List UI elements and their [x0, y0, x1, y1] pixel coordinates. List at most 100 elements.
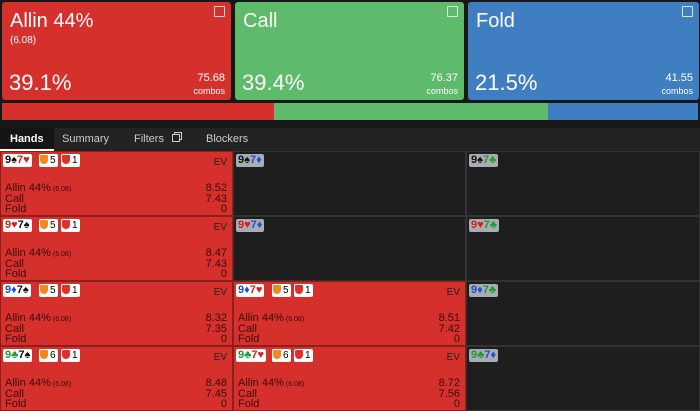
ev-value: 7.43	[205, 257, 227, 270]
card: 9♠	[471, 154, 483, 166]
action-name: Fold	[5, 333, 27, 345]
card: 9♦	[471, 284, 483, 296]
hand-cell[interactable]: 9♥7♠ 5 1 EV Allin 44% (6.08) 8.47 Call 7.43 Fold 0	[0, 216, 233, 281]
menu-icon[interactable]	[214, 6, 225, 17]
ev-label: EV	[446, 287, 460, 298]
hand-cell[interactable]: 9♣7♥ 6 1 EV Allin 44% (6.08) 8.72 Call 7.56 Fold 0	[233, 346, 466, 411]
card: 7♦	[249, 154, 262, 166]
hand-label: 9♦7♣	[469, 284, 499, 297]
card: 9♥	[5, 219, 18, 231]
badge-count: 5	[50, 285, 56, 296]
badge-count: 5	[50, 155, 56, 166]
ev-row: Allin 44% (6.08) 8.72	[238, 378, 460, 389]
hand-cell[interactable]: 9♠7♦	[233, 151, 466, 216]
ev-label: EV	[213, 222, 227, 233]
menu-icon[interactable]	[682, 6, 693, 17]
badge-icon	[273, 285, 281, 294]
hand-label: 9♣7♦	[469, 349, 499, 362]
card: 7♥	[251, 349, 264, 361]
hand-cell[interactable]: 9♠7♥ 5 1 EV Allin 44% (6.08) 8.52 Call 7.43 Fold 0	[0, 151, 233, 216]
badge-count: 1	[72, 285, 78, 296]
badge-icon	[62, 285, 70, 294]
strategy-segment	[548, 103, 698, 120]
ev-row: Allin 44% (6.08) 8.52	[5, 182, 227, 194]
tab[interactable]: Filters	[124, 128, 190, 151]
ev-value: 0	[220, 333, 227, 345]
hand-label: 9♥7♦	[236, 219, 265, 232]
action-name: Allin 44%	[5, 377, 51, 389]
badge-count: 6	[50, 350, 56, 361]
action-frequency: 39.4%	[242, 70, 305, 95]
action-name: Call	[5, 192, 24, 205]
badge-icon	[62, 155, 70, 164]
action-card: Call 39.4% 76.37 combos	[235, 2, 464, 100]
action-name: Fold	[5, 398, 27, 410]
action-name: Call	[5, 322, 24, 335]
hand-label: 9♥7♠	[3, 219, 32, 232]
ev-value: 8.32	[205, 312, 227, 324]
hand-label: 9♠7♣	[469, 154, 499, 167]
badge-icon	[295, 285, 303, 294]
badge-icon	[62, 350, 70, 359]
ev-value: 7.45	[205, 387, 227, 400]
action-combos: 75.68	[197, 72, 225, 84]
ev-value: 8.51	[438, 312, 460, 324]
hand-label: 9♠7♥	[3, 154, 32, 167]
badge-icon	[40, 285, 48, 294]
ev-label: EV	[213, 157, 227, 168]
hand-cell[interactable]: 9♣7♠ 6 1 EV Allin 44% (6.08) 8.48 Call 7.45 Fold 0	[0, 346, 233, 411]
badge: 6	[39, 349, 58, 362]
card: 7♣	[482, 154, 497, 166]
hand-cell[interactable]: 9♠7♣	[466, 151, 700, 216]
ev-row: Call 7.43	[5, 192, 227, 205]
hand-label: 9♠7♦	[236, 154, 264, 167]
badge: 5	[39, 284, 58, 297]
ev-row: Allin 44% (6.08) 8.47	[5, 248, 227, 259]
card: 9♠	[5, 154, 17, 166]
hand-label: 9♣7♥	[236, 349, 266, 362]
ev-row: Call 7.43	[5, 257, 227, 270]
action-combos: 76.37	[430, 72, 458, 84]
action-name: Allin 44%	[238, 312, 284, 324]
action-title: Fold	[476, 10, 515, 32]
ev-row: Fold 0	[238, 399, 460, 410]
card: 7♥	[16, 154, 30, 166]
ev-row: Allin 44% (6.08) 8.51	[238, 312, 460, 324]
action-combos: 41.55	[665, 72, 693, 84]
action-name: Call	[5, 387, 24, 400]
hand-cell[interactable]: 9♦7♠ 5 1 EV Allin 44% (6.08) 8.32 Call 7.35 Fold 0	[0, 281, 233, 346]
badge: 1	[294, 284, 313, 297]
ev-value: 0	[220, 268, 227, 280]
badge: 1	[61, 349, 80, 362]
badge-count: 6	[283, 350, 289, 361]
action-subtitle: (6.08)	[10, 35, 37, 46]
action-name: Fold	[5, 203, 27, 215]
card: 7♣	[482, 284, 497, 296]
ev-row: Call 7.35	[5, 322, 227, 335]
ev-row: Allin 44% (6.08) 8.48	[5, 377, 227, 389]
badge-count: 1	[305, 285, 311, 296]
hand-cell[interactable]: 9♥7♣	[466, 216, 700, 281]
hand-label: 9♣7♠	[3, 349, 33, 362]
ev-row: Fold 0	[5, 398, 227, 410]
action-name: Fold	[5, 268, 27, 280]
tab[interactable]: Blockers	[206, 133, 249, 145]
tab[interactable]: Summary	[62, 133, 110, 145]
ev-label: EV	[213, 352, 227, 363]
badge-icon	[295, 350, 303, 359]
ev-label: EV	[213, 287, 227, 298]
menu-icon[interactable]	[447, 6, 458, 17]
ev-value: 8.52	[205, 182, 227, 194]
badge: 5	[39, 154, 58, 167]
card: 9♣	[238, 349, 252, 361]
hand-cell[interactable]: 9♥7♦	[233, 216, 466, 281]
tab[interactable]: Hands	[0, 128, 54, 151]
hand-cell[interactable]: 9♦7♥ 5 1 EV Allin 44% (6.08) 8.51 Call 7.42 Fold 0	[233, 281, 466, 346]
card: 7♦	[250, 219, 263, 231]
action-subtitle: (6.08)	[285, 381, 305, 388]
hand-cell[interactable]: 9♦7♣	[466, 281, 700, 346]
ev-row: Fold 0	[5, 333, 227, 345]
badge-icon	[40, 155, 48, 164]
hand-cell[interactable]: 9♣7♦	[466, 346, 700, 411]
